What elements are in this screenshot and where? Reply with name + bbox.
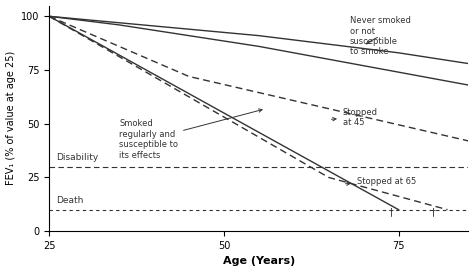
Text: Never smoked
or not
susceptible
to smoke: Never smoked or not susceptible to smoke xyxy=(350,16,410,57)
Y-axis label: FEV₁ (% of value at age 25): FEV₁ (% of value at age 25) xyxy=(6,51,16,186)
Text: Death: Death xyxy=(56,196,83,205)
Text: Stopped at 65: Stopped at 65 xyxy=(346,177,416,186)
X-axis label: Age (Years): Age (Years) xyxy=(223,256,295,267)
Text: Stopped
at 45: Stopped at 45 xyxy=(331,108,378,127)
Text: Disability: Disability xyxy=(56,153,99,162)
Text: Smoked
regularly and
susceptible to
its effects: Smoked regularly and susceptible to its … xyxy=(119,109,262,160)
Text: †: † xyxy=(389,207,394,217)
Text: †: † xyxy=(431,207,436,217)
